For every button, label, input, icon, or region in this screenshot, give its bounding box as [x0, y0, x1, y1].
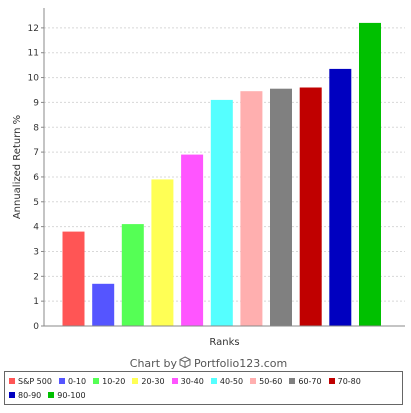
legend-item: 60-70: [289, 374, 322, 388]
bar-90-100: [359, 22, 381, 327]
y-tick-label: 9: [33, 98, 39, 108]
y-tick-label: 2: [33, 272, 39, 282]
legend-label: 20-30: [141, 376, 165, 386]
y-tick-label: 0: [33, 322, 39, 332]
legend-swatch: [289, 378, 296, 384]
bar-10-20: [121, 224, 144, 326]
credit-prefix: Chart by: [130, 357, 178, 370]
legend-swatch: [132, 378, 139, 384]
bar-0-10: [92, 283, 115, 326]
legend-label: 10-20: [102, 376, 126, 386]
bar-60-70: [270, 88, 292, 326]
legend-swatch: [328, 378, 335, 384]
chart-credit: Chart by Portfolio123.com: [130, 356, 287, 370]
bar-80-90: [329, 68, 352, 327]
bar-s-p-500: [62, 231, 85, 326]
legend-label: 60-70: [298, 376, 322, 386]
y-tick-label: 4: [33, 223, 39, 233]
bar-70-80: [299, 87, 322, 326]
legend-swatch: [9, 378, 15, 384]
legend-item: S&P 500: [9, 374, 52, 388]
legend-item: 80-90: [9, 388, 41, 402]
legend-swatch: [58, 378, 65, 384]
credit-brand: Portfolio123.com: [194, 357, 287, 370]
bar-20-30: [151, 179, 174, 326]
bar-30-40: [181, 154, 204, 326]
y-tick-label: 12: [28, 24, 39, 34]
legend-label: S&P 500: [18, 376, 52, 386]
y-tick-label: 6: [33, 173, 39, 183]
cube-icon: [179, 356, 191, 369]
y-tick-label: 10: [28, 74, 40, 84]
bar-40-50: [210, 99, 233, 327]
y-tick-label: 8: [33, 123, 39, 133]
legend-label: 0-10: [67, 376, 87, 386]
legend-label: 80-90: [18, 390, 42, 400]
legend-swatch: [171, 378, 178, 384]
legend-swatch: [9, 392, 15, 398]
y-tick-label: 1: [33, 297, 39, 307]
bar-50-60: [240, 91, 263, 326]
legend-label: 30-40: [180, 376, 204, 386]
legend-swatch: [48, 392, 55, 398]
legend-item: 70-80: [328, 374, 361, 388]
y-tick-label: 7: [33, 148, 39, 158]
legend-label: 50-60: [259, 376, 283, 386]
legend-label: 90-100: [57, 390, 86, 400]
legend-item: 50-60: [250, 374, 282, 388]
legend-item: 40-50: [210, 374, 244, 388]
y-axis-title: Annualized Return %: [12, 115, 23, 219]
y-tick-label: 11: [28, 49, 39, 59]
legend-swatch: [93, 378, 100, 384]
legend-label: 40-50: [219, 376, 244, 386]
legend-item: 20-30: [132, 374, 165, 388]
legend: S&P 500 0-10 10-20 20-30 30-40 40-50 50-60 60-7…: [4, 371, 403, 405]
legend-swatch: [210, 378, 217, 384]
legend-item: 30-40: [171, 374, 204, 388]
y-tick-label: 3: [33, 247, 39, 257]
legend-item: 10-20: [93, 374, 125, 388]
legend-item: 0-10: [58, 374, 87, 388]
legend-swatch: [250, 378, 257, 384]
legend-item: 90-100: [48, 388, 86, 402]
bars: [62, 22, 381, 327]
y-tick-label: 5: [33, 198, 39, 208]
x-axis-title: Ranks: [209, 337, 239, 348]
legend-label: 70-80: [337, 376, 361, 386]
axes: [43, 8, 405, 327]
